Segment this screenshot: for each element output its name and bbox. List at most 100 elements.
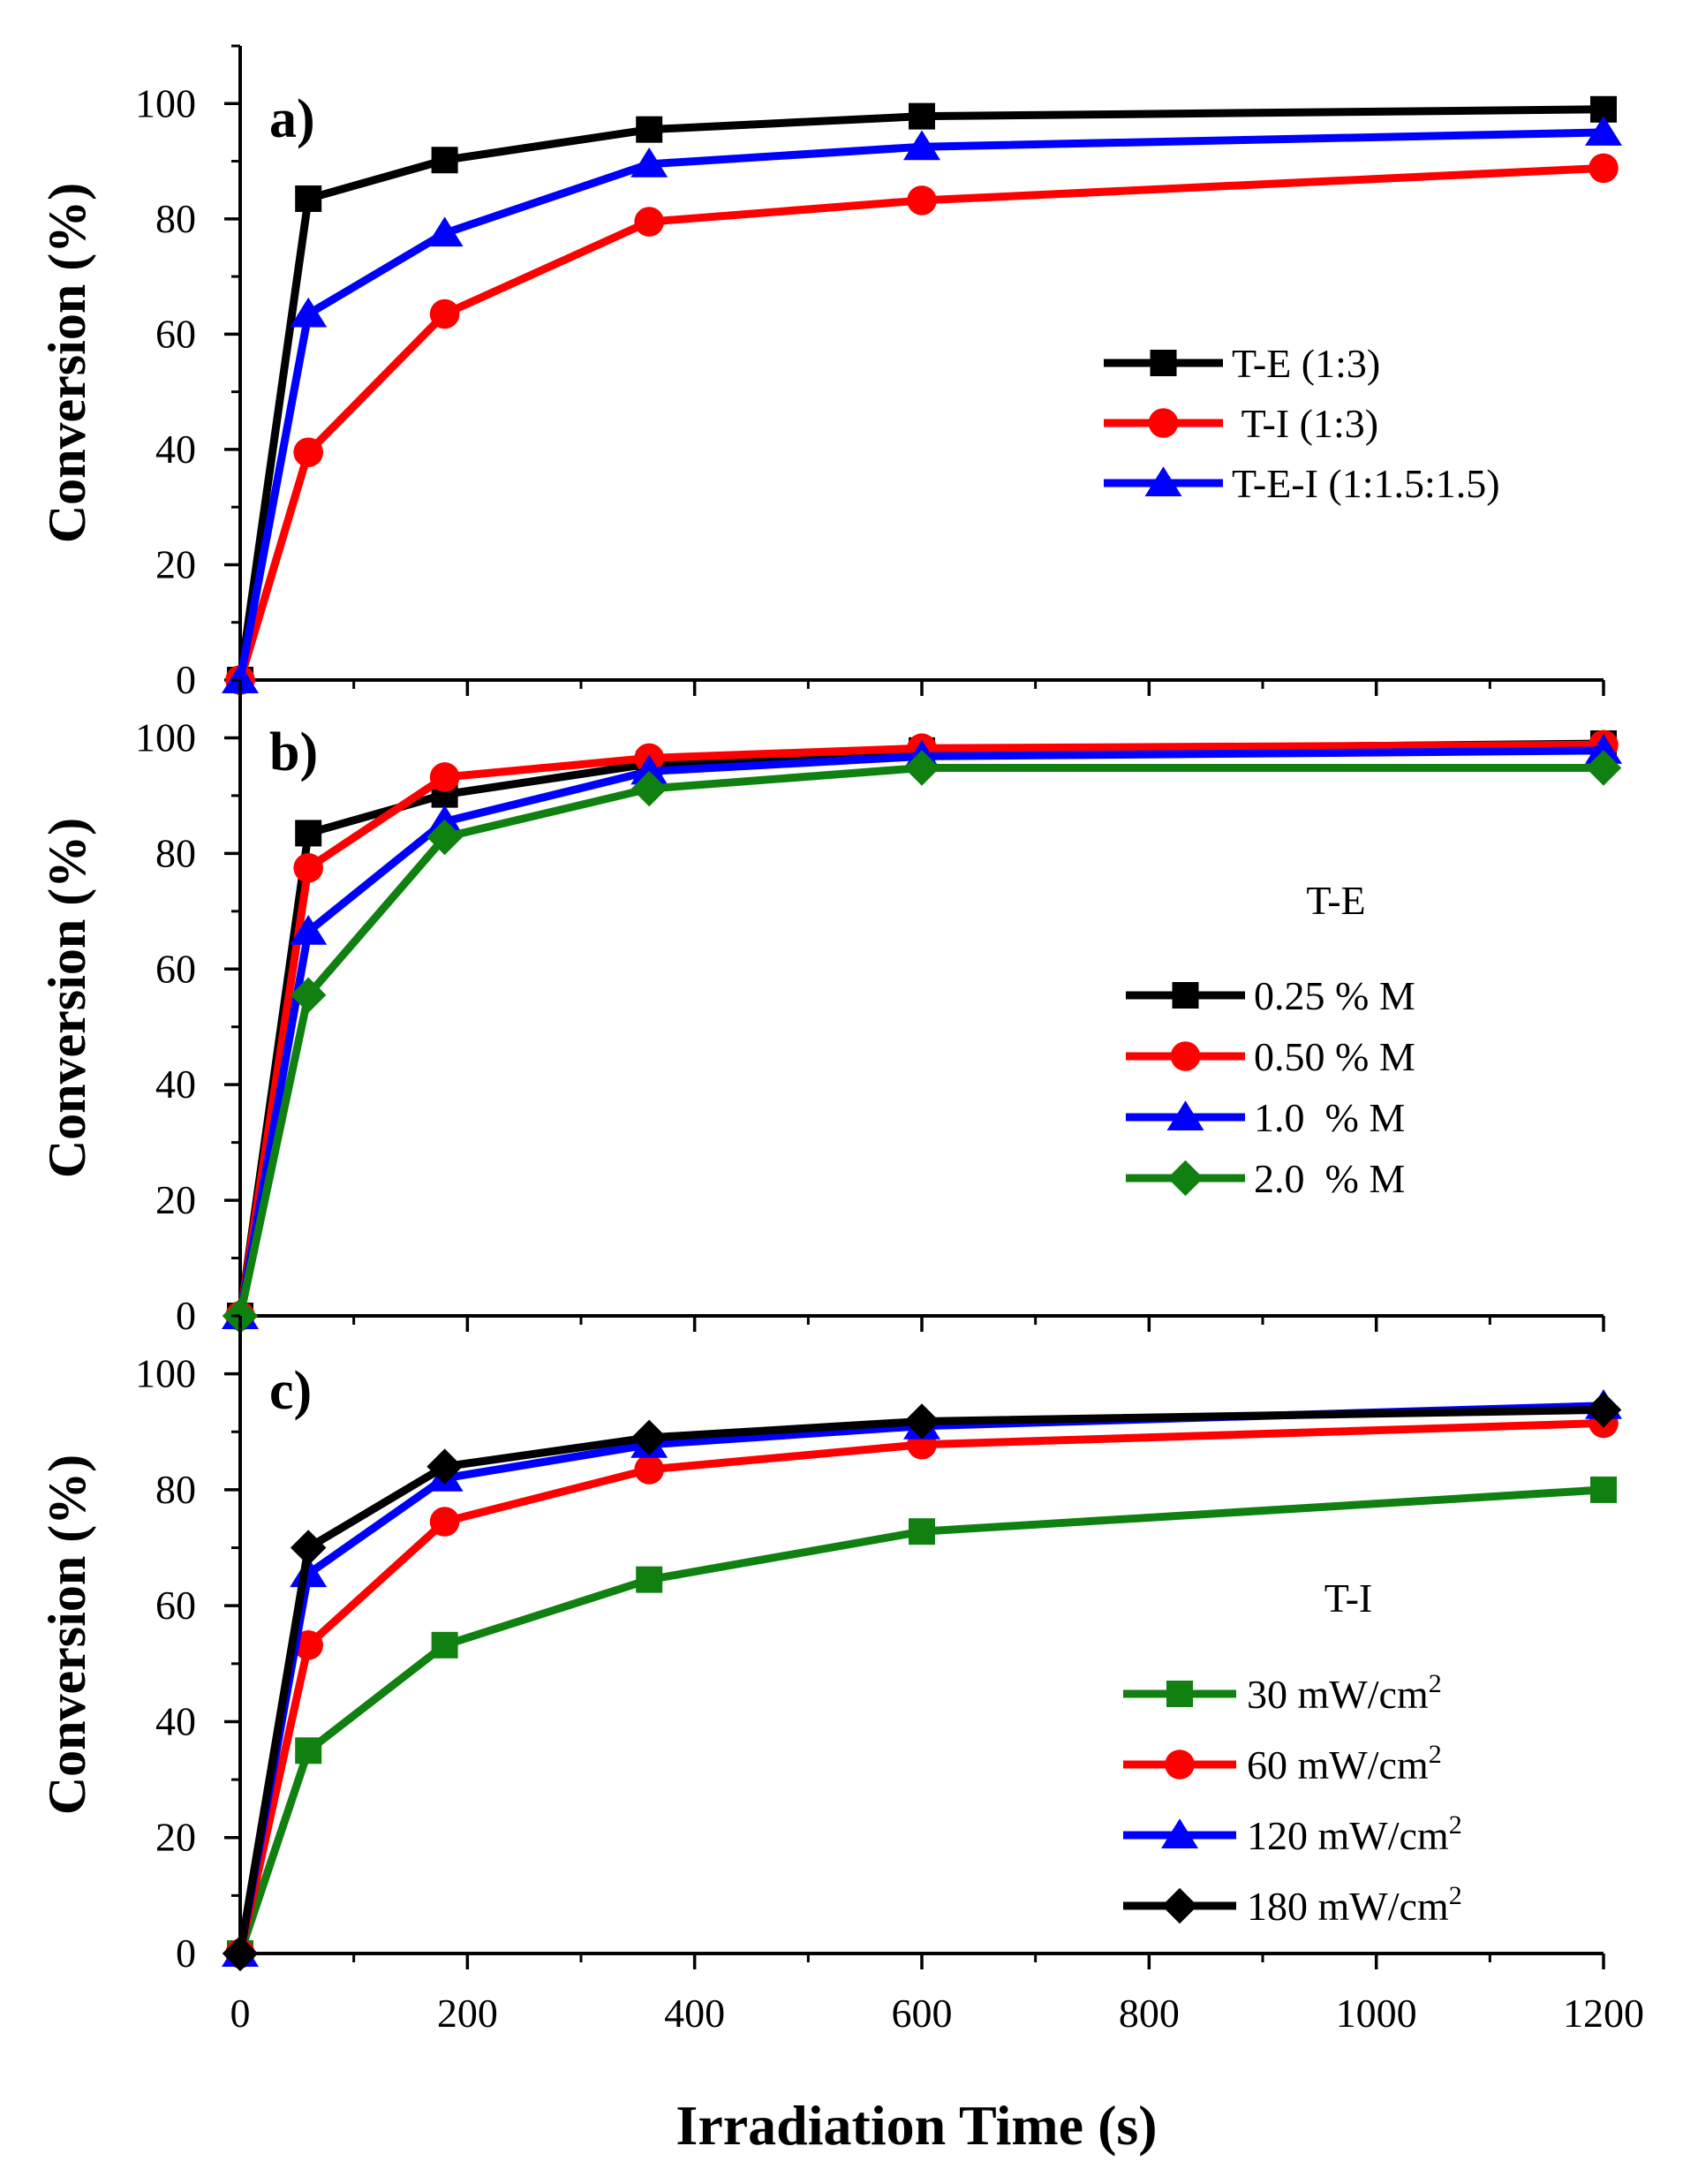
data-point (290, 297, 328, 328)
data-point (295, 1737, 322, 1765)
y-tick-label: 80 (155, 830, 196, 875)
legend-marker (1166, 1100, 1204, 1130)
data-point (290, 977, 327, 1013)
y-tick-label: 40 (155, 1698, 196, 1743)
panel-b: 0 20 40 60 80 100 Conversion (%) b) T-E 0.25 % M 0… (38, 678, 1622, 1338)
data-point (903, 1403, 940, 1440)
data-point (429, 299, 460, 329)
legend: T-E 0.25 % M 0.50 % M 1.0 % M 2.0 % M (1126, 878, 1415, 1201)
y-tick-label: 0 (176, 657, 196, 702)
data-point (634, 207, 664, 237)
legend-label: T-E-I (1:1.5:1.5) (1232, 461, 1500, 506)
data-point (1590, 1476, 1617, 1503)
y-axis-title: Conversion (%) (38, 1455, 96, 1815)
legend-label: T-E (1:3) (1232, 341, 1380, 386)
series-line (236, 1405, 1604, 1954)
y-tick-label: 60 (155, 1583, 196, 1628)
x-tick-label: 0 (230, 1991, 251, 2036)
y-tick-label: 40 (155, 427, 196, 472)
series-line (236, 1418, 1604, 1954)
y-tick-label: 80 (155, 196, 196, 241)
y-tick-label: 20 (155, 541, 196, 586)
series-3 (222, 116, 1622, 693)
data-point (426, 216, 464, 247)
data-point (295, 185, 322, 212)
data-point (290, 914, 328, 945)
x-tick-label: 1200 (1563, 1991, 1644, 2036)
y-tick-label: 0 (176, 1931, 196, 1976)
data-point (293, 852, 324, 883)
legend-label: 0.50 % M (1254, 1034, 1415, 1079)
legend-label: 0.25 % M (1254, 973, 1415, 1018)
x-tick-label: 800 (1119, 1991, 1180, 2036)
panels: 0 20 40 60 80 100 Conversion (%) a) T-E (1:3) T-… (38, 44, 1644, 2036)
y-tick-label: 100 (135, 1351, 196, 1396)
legend-title: T-I (1325, 1576, 1373, 1621)
panel-label: c) (269, 1361, 312, 1421)
y-tick-label: 0 (176, 1293, 196, 1338)
data-point (431, 147, 458, 174)
data-point (907, 185, 937, 215)
data-point (909, 1518, 935, 1545)
legend-title: T-E (1306, 878, 1365, 923)
data-point (295, 820, 322, 847)
x-axis-title: Irradiation Time (s) (675, 2094, 1157, 2157)
data-point (1585, 116, 1622, 146)
series-line (236, 128, 1604, 681)
legend: T-E (1:3) T-I (1:3) T-E-I (1:1.5:1.5) (1104, 341, 1500, 506)
data-point (1589, 153, 1619, 184)
y-tick-label: 20 (155, 1815, 196, 1860)
legend-label: 180 mW/cm2 (1247, 1881, 1462, 1929)
legend-label: T-I (1:3) (1232, 401, 1378, 446)
data-point (903, 750, 940, 786)
legend-marker (1161, 1818, 1198, 1848)
legend-label: 2.0 % M (1254, 1156, 1405, 1201)
panel-label: b) (269, 722, 318, 782)
data-point (636, 116, 663, 143)
y-axis-title: Conversion (%) (38, 183, 96, 543)
legend-label: 30 mW/cm2 (1247, 1669, 1442, 1717)
data-point (903, 130, 940, 161)
data-point (630, 770, 668, 807)
data-point (293, 437, 324, 467)
data-point (429, 762, 460, 792)
legend-marker (1148, 408, 1179, 438)
y-tick-label: 20 (155, 1177, 196, 1222)
data-point (909, 102, 935, 130)
y-tick-label: 100 (135, 714, 196, 759)
series-3 (222, 734, 1622, 1329)
series-4 (222, 1392, 1622, 1972)
data-point (222, 1935, 259, 1972)
x-tick-label: 1000 (1336, 1991, 1417, 2036)
legend-marker (1170, 1041, 1201, 1071)
legend-marker (1167, 1160, 1204, 1197)
y-axis-title: Conversion (%) (38, 818, 96, 1178)
data-point (431, 1631, 458, 1659)
y-tick-label: 100 (135, 80, 196, 125)
data-point (634, 1455, 664, 1485)
x-tick-label: 200 (437, 1991, 498, 2036)
panel-label: a) (269, 89, 315, 149)
y-tick-label: 60 (155, 311, 196, 356)
data-point (630, 1419, 668, 1456)
data-point (630, 754, 668, 785)
panel-a: 0 20 40 60 80 100 Conversion (%) a) T-E (1:3) T-… (38, 44, 1622, 702)
data-point (222, 663, 259, 693)
data-point (1585, 750, 1622, 786)
data-point (630, 147, 668, 178)
series-4 (222, 750, 1622, 1334)
data-point (636, 1566, 663, 1593)
y-tick-label: 60 (155, 946, 196, 991)
series-line (236, 163, 1604, 682)
series-line (236, 105, 1604, 681)
data-point (426, 819, 463, 856)
data-point (1585, 1392, 1622, 1428)
data-point (290, 1530, 327, 1566)
legend-marker (1172, 982, 1199, 1009)
series-line (236, 763, 1604, 1317)
legend-marker (1144, 466, 1182, 496)
legend-label: 60 mW/cm2 (1247, 1740, 1442, 1787)
x-tick-label: 600 (892, 1991, 953, 2036)
